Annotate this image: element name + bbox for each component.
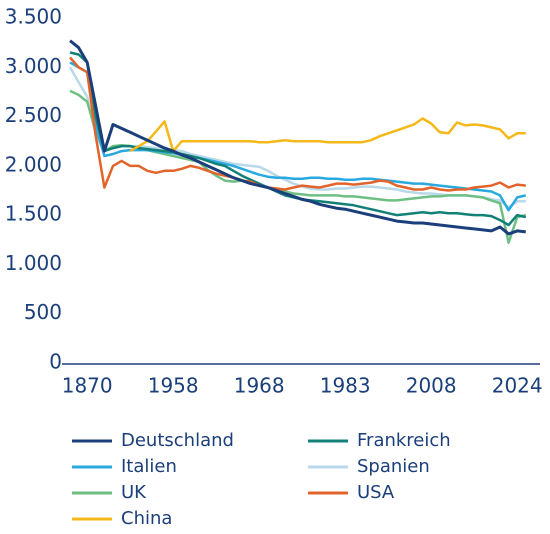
x-tick-label: 2008 <box>406 374 457 398</box>
y-tick-label: 3.000 <box>5 54 62 78</box>
legend-label: Spanien <box>357 456 430 477</box>
x-tick-label: 1983 <box>320 374 371 398</box>
legend-label: Deutschland <box>121 430 234 451</box>
x-tick-label: 1958 <box>148 374 199 398</box>
y-tick-label: 3.500 <box>5 5 62 29</box>
legend-label: Frankreich <box>357 430 451 451</box>
y-tick-label: 2.500 <box>5 103 62 127</box>
y-tick-label: 0 <box>49 350 62 374</box>
x-tick-label: 2024 <box>492 374 543 398</box>
x-tick-label: 1870 <box>62 374 113 398</box>
series-line <box>129 117 526 153</box>
legend-label: China <box>121 508 172 529</box>
legend-label: UK <box>121 482 147 503</box>
legend-label: USA <box>357 482 395 503</box>
series-line <box>69 39 526 236</box>
y-tick-label: 1.000 <box>5 251 62 275</box>
y-tick-label: 1.500 <box>5 202 62 226</box>
legend-label: Italien <box>121 456 177 477</box>
series-line <box>69 56 526 192</box>
y-tick-label: 2.000 <box>5 152 62 176</box>
y-tick-label: 500 <box>24 300 62 324</box>
x-tick-label: 1968 <box>234 374 285 398</box>
